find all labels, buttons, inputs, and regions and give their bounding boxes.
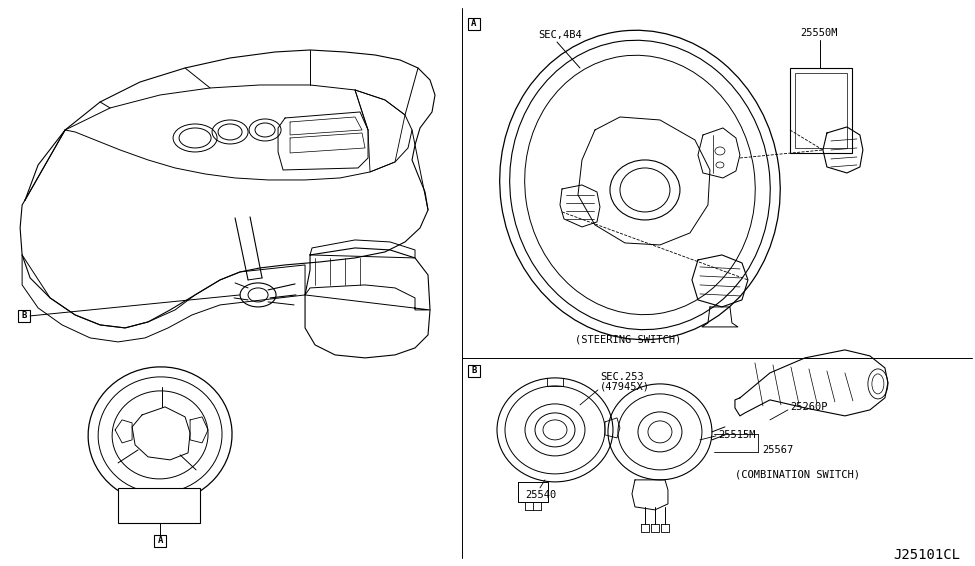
Text: SEC,4B4: SEC,4B4 <box>538 30 582 40</box>
Text: 25515M: 25515M <box>718 430 756 440</box>
Text: A: A <box>157 537 163 546</box>
Text: (47945X): (47945X) <box>600 382 650 392</box>
Bar <box>118 488 200 523</box>
Text: B: B <box>21 311 26 320</box>
Text: 25550M: 25550M <box>800 28 838 38</box>
Bar <box>19 310 30 322</box>
Text: SEC.253: SEC.253 <box>600 372 644 382</box>
Bar <box>468 365 480 377</box>
Bar <box>790 68 852 153</box>
Text: 25567: 25567 <box>761 445 794 455</box>
Bar <box>154 535 166 547</box>
Text: (COMBINATION SWITCH): (COMBINATION SWITCH) <box>735 470 860 480</box>
Text: J25101CL: J25101CL <box>893 548 959 562</box>
Bar <box>795 73 847 148</box>
Text: B: B <box>471 366 477 375</box>
Text: 25540: 25540 <box>525 490 557 500</box>
Text: (STEERING SWITCH): (STEERING SWITCH) <box>575 335 682 345</box>
Text: 25260P: 25260P <box>790 402 828 412</box>
Bar <box>468 18 480 30</box>
Text: A: A <box>471 19 477 28</box>
